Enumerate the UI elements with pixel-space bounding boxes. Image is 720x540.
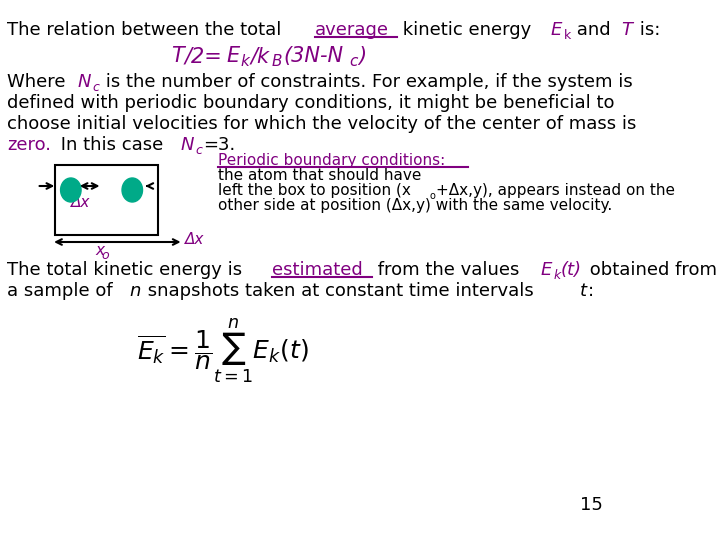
Text: estimated: estimated xyxy=(272,261,363,279)
Text: Periodic boundary conditions:: Periodic boundary conditions: xyxy=(217,153,445,168)
Text: 15: 15 xyxy=(580,496,603,514)
Text: B: B xyxy=(271,54,282,69)
Text: from the values: from the values xyxy=(372,261,525,279)
Text: :: : xyxy=(588,282,593,300)
Text: k: k xyxy=(553,269,560,282)
Text: is the number of constraints. For example, if the system is: is the number of constraints. For exampl… xyxy=(100,73,633,91)
Text: x: x xyxy=(96,243,104,258)
Text: the atom that should have: the atom that should have xyxy=(217,168,421,183)
Text: Δx: Δx xyxy=(185,232,204,247)
Text: c: c xyxy=(349,54,358,69)
Text: (t): (t) xyxy=(561,261,582,279)
Text: /2=: /2= xyxy=(185,46,222,66)
Text: Where: Where xyxy=(6,73,71,91)
Text: obtained from: obtained from xyxy=(584,261,717,279)
Text: E: E xyxy=(551,21,562,39)
Text: The relation between the total: The relation between the total xyxy=(6,21,287,39)
Text: o: o xyxy=(430,191,436,201)
Text: other side at position (Δx,y) with the same velocity.: other side at position (Δx,y) with the s… xyxy=(217,198,612,213)
Text: /k: /k xyxy=(251,46,270,66)
Text: a sample of: a sample of xyxy=(6,282,118,300)
Text: ): ) xyxy=(359,46,366,66)
Text: left the box to position (x: left the box to position (x xyxy=(217,183,410,198)
Text: Δx: Δx xyxy=(71,195,90,210)
Text: zero.: zero. xyxy=(6,136,51,154)
Text: defined with periodic boundary conditions, it might be beneficial to: defined with periodic boundary condition… xyxy=(6,94,614,112)
Text: The total kinetic energy is: The total kinetic energy is xyxy=(6,261,248,279)
Bar xyxy=(55,165,158,235)
Text: is:: is: xyxy=(634,21,660,39)
Text: E: E xyxy=(226,46,240,66)
Text: k: k xyxy=(564,29,571,42)
Text: kinetic energy: kinetic energy xyxy=(397,21,537,39)
Text: T: T xyxy=(621,21,632,39)
Text: n: n xyxy=(130,282,141,300)
Text: snapshots taken at constant time intervals: snapshots taken at constant time interva… xyxy=(142,282,539,300)
Circle shape xyxy=(60,178,81,202)
Text: c: c xyxy=(92,81,99,94)
Text: (3N-N: (3N-N xyxy=(283,46,343,66)
Text: +Δx,y), appears instead on the: +Δx,y), appears instead on the xyxy=(436,183,675,198)
Text: c: c xyxy=(196,144,202,157)
Text: o: o xyxy=(102,249,109,262)
Text: choose initial velocities for which the velocity of the center of mass is: choose initial velocities for which the … xyxy=(6,115,636,133)
Text: $\overline{E_k} = \dfrac{1}{n}\sum_{t=1}^{n} E_k\left(t\right)$: $\overline{E_k} = \dfrac{1}{n}\sum_{t=1}… xyxy=(137,318,308,387)
Text: E: E xyxy=(541,261,552,279)
Text: t: t xyxy=(580,282,587,300)
Text: T: T xyxy=(171,46,184,66)
Text: average: average xyxy=(315,21,390,39)
Text: In this case: In this case xyxy=(55,136,169,154)
Text: k: k xyxy=(241,54,250,69)
Text: N: N xyxy=(181,136,194,154)
Text: =3.: =3. xyxy=(203,136,235,154)
Circle shape xyxy=(122,178,143,202)
Text: and: and xyxy=(572,21,617,39)
Text: N: N xyxy=(78,73,91,91)
